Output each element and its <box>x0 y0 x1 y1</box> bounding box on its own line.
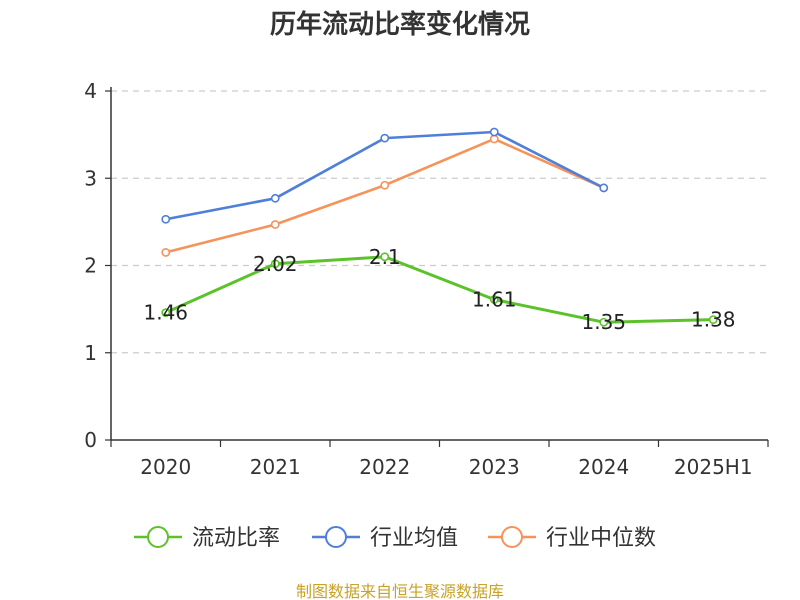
data-point[interactable] <box>708 315 718 324</box>
data-label: 1.61 <box>472 288 517 312</box>
data-labels: 1.46 2.02 2.1 1.61 1.35 1.38 <box>143 245 735 334</box>
data-point[interactable] <box>380 133 390 143</box>
legend-label: 流动比率 <box>192 526 280 551</box>
x-tick-label: 2021 <box>250 455 301 479</box>
y-tick-label: 2 <box>84 254 97 278</box>
x-tick-label: 2023 <box>469 455 520 479</box>
grid-lines <box>111 90 768 354</box>
legend-label: 行业均值 <box>370 526 458 551</box>
data-point[interactable] <box>161 248 171 257</box>
x-tick-label: 2025H1 <box>674 455 753 479</box>
legend[interactable]: 流动比率 行业均值 行业中位数 <box>134 526 656 551</box>
data-point[interactable] <box>270 259 280 269</box>
data-point[interactable] <box>489 127 499 137</box>
data-point[interactable] <box>380 180 390 190</box>
legend-item-1[interactable]: 行业均值 <box>312 526 458 551</box>
data-point[interactable] <box>161 214 171 224</box>
data-point[interactable] <box>270 220 280 229</box>
series-1 <box>161 127 609 224</box>
data-label: 1.35 <box>581 310 626 334</box>
x-tick-label: 2024 <box>578 455 629 479</box>
data-point[interactable] <box>270 193 280 203</box>
data-point[interactable] <box>599 317 609 327</box>
series-line <box>165 137 605 254</box>
data-point[interactable] <box>489 134 499 144</box>
y-tick-label: 4 <box>84 79 97 103</box>
source-note: 制图数据来自恒生聚源数据库 <box>296 582 504 600</box>
series-group <box>161 127 718 327</box>
y-tick-label: 0 <box>84 428 97 452</box>
data-point[interactable] <box>161 308 171 318</box>
legend-item-2[interactable]: 行业中位数 <box>488 526 656 551</box>
legend-marker <box>501 526 523 548</box>
data-label: 2.02 <box>253 252 298 276</box>
series-line <box>165 130 605 221</box>
series-2 <box>161 134 609 257</box>
legend-item-0[interactable]: 流动比率 <box>134 526 280 551</box>
legend-label: 行业中位数 <box>546 526 656 551</box>
series-0 <box>161 252 718 327</box>
axes: 0 1 2 3 4 2020 2021 2022 2023 2024 2025H1 <box>84 79 769 479</box>
data-point[interactable] <box>489 295 499 304</box>
legend-marker <box>325 526 347 548</box>
y-tick-label: 3 <box>84 166 97 190</box>
x-tick-label: 2022 <box>359 455 410 479</box>
data-label: 1.46 <box>143 301 188 325</box>
legend-marker <box>147 526 169 548</box>
series-line <box>165 255 714 324</box>
data-point[interactable] <box>380 252 390 262</box>
data-label: 2.1 <box>369 245 401 269</box>
data-point[interactable] <box>599 183 609 193</box>
data-label: 1.38 <box>691 308 736 332</box>
x-tick-label: 2020 <box>140 455 191 479</box>
chart-title: 历年流动比率变化情况 <box>270 9 530 40</box>
y-tick-label: 1 <box>84 341 97 365</box>
